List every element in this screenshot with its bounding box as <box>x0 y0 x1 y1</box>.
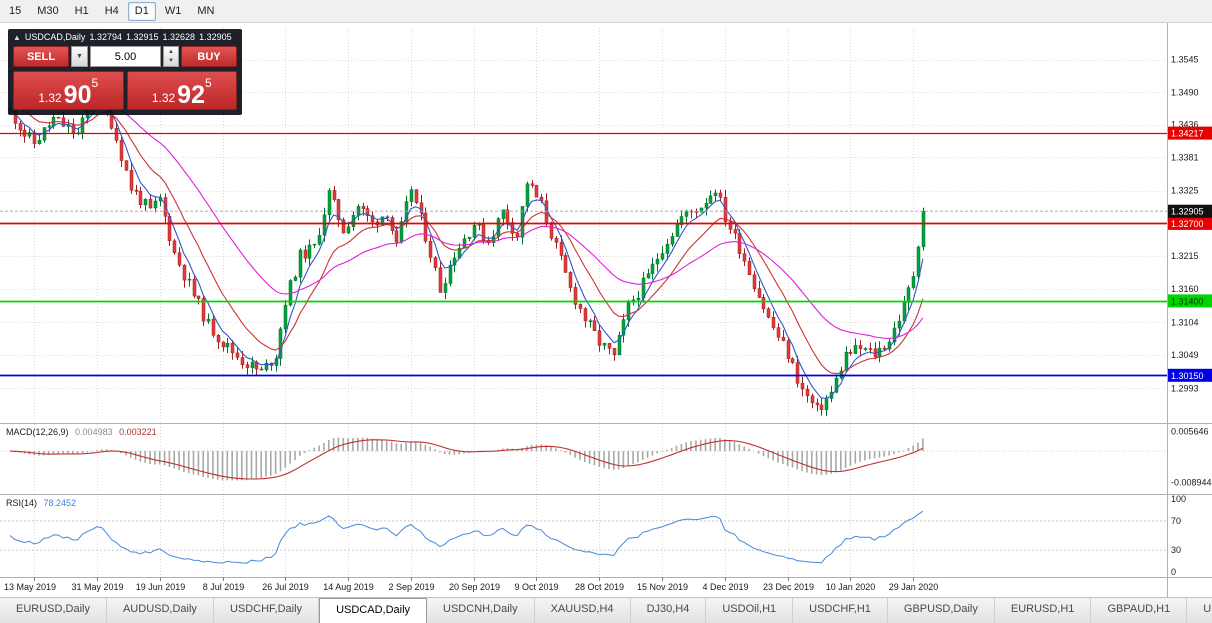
chart-tab-usdchf-daily[interactable]: USDCHF,Daily <box>213 598 320 623</box>
macd-indicator-label: MACD(12,26,9) 0.004983 0.003221 <box>6 427 157 437</box>
svg-text:10 Jan 2020: 10 Jan 2020 <box>826 582 876 592</box>
ohlc-high: 1.32915 <box>125 32 159 42</box>
price-axis: 1.35451.34901.34361.33811.33251.32701.32… <box>1171 55 1212 577</box>
buy-button[interactable]: BUY <box>181 46 237 67</box>
svg-text:4 Dec 2019: 4 Dec 2019 <box>702 582 748 592</box>
svg-text:1.34217: 1.34217 <box>1171 129 1204 139</box>
chart-tab-usdcad-daily[interactable]: USDCAD,Daily <box>319 598 428 623</box>
date-axis: 13 May 2019 31 May 2019 19 Jun 2019 8 Jul 2… <box>4 577 938 592</box>
svg-text:8 Jul 2019: 8 Jul 2019 <box>203 582 245 592</box>
sell-price-display[interactable]: 1.32 90 5 <box>13 71 124 110</box>
svg-text:23 Dec 2019: 23 Dec 2019 <box>763 582 814 592</box>
rsi-value: 78.2452 <box>43 498 77 508</box>
chart-tab-eurusd-daily[interactable]: EURUSD,Daily <box>0 598 107 623</box>
chart-tab-usd[interactable]: USD <box>1187 598 1212 623</box>
rsi-name: RSI(14) <box>6 498 38 508</box>
ohlc-low: 1.32628 <box>162 32 196 42</box>
chart-tab-audusd-daily[interactable]: AUDUSD,Daily <box>106 598 214 623</box>
svg-text:1.3545: 1.3545 <box>1171 55 1199 65</box>
timeframe-button-15[interactable]: 15 <box>9 4 22 17</box>
svg-text:1.3215: 1.3215 <box>1171 251 1199 261</box>
svg-text:1.2993: 1.2993 <box>1171 383 1199 393</box>
chart-tab-usdcnh-daily[interactable]: USDCNH,Daily <box>427 598 535 623</box>
timeframe-toolbar: 15 M30 H1 H4 D1 W1 MN <box>0 0 1212 23</box>
svg-text:1.3160: 1.3160 <box>1171 284 1199 294</box>
one-click-trading-panel: ▲ USDCAD,Daily 1.32794 1.32915 1.32628 1… <box>8 29 242 115</box>
rsi-pane <box>0 510 1167 564</box>
svg-text:0: 0 <box>1171 567 1176 577</box>
trade-prices-row: 1.32 90 5 1.32 92 5 <box>13 71 237 110</box>
chart-tab-usdchf-h1[interactable]: USDCHF,H1 <box>793 598 888 623</box>
chart-symbol-label: USDCAD,Daily <box>24 32 86 42</box>
svg-text:14 Aug 2019: 14 Aug 2019 <box>323 582 374 592</box>
lot-increase-icon[interactable]: ▲ <box>168 48 174 55</box>
chart-tab-dj30-h4[interactable]: DJ30,H4 <box>630 598 707 623</box>
main-price-pane <box>8 70 926 417</box>
svg-text:19 Jun 2019: 19 Jun 2019 <box>136 582 186 592</box>
trade-controls-row: SELL ▼ ▲ ▼ BUY <box>13 46 237 67</box>
macd-main-value: 0.004983 <box>75 427 113 437</box>
svg-text:29 Jan 2020: 29 Jan 2020 <box>889 582 939 592</box>
svg-text:1.3049: 1.3049 <box>1171 350 1199 360</box>
svg-text:1.31400: 1.31400 <box>1171 296 1204 306</box>
svg-text:9 Oct 2019: 9 Oct 2019 <box>514 582 558 592</box>
ohlc-close: 1.32905 <box>199 32 232 42</box>
timeframe-button-h1[interactable]: H1 <box>74 4 89 17</box>
lot-size-input[interactable] <box>90 46 161 67</box>
price-badges: 1.34217 1.32700 1.31400 1.30150 1.32905 <box>1168 126 1212 382</box>
macd-signal-value: 0.003221 <box>119 427 157 437</box>
timeframe-button-h4[interactable]: H4 <box>104 4 119 17</box>
buy-price-pip: 5 <box>204 76 212 90</box>
chart-tab-gbpaud-h1[interactable]: GBPAUD,H1 <box>1091 598 1188 623</box>
timeframe-button-mn[interactable]: MN <box>197 4 215 17</box>
svg-text:70: 70 <box>1171 516 1181 526</box>
macd-name: MACD(12,26,9) <box>6 427 69 437</box>
svg-text:1.32700: 1.32700 <box>1171 219 1204 229</box>
svg-text:1.3325: 1.3325 <box>1171 186 1199 196</box>
svg-text:20 Sep 2019: 20 Sep 2019 <box>449 582 500 592</box>
sell-price-pip: 5 <box>91 76 99 90</box>
ohlc-open: 1.32794 <box>89 32 122 42</box>
svg-text:2 Sep 2019: 2 Sep 2019 <box>388 582 434 592</box>
svg-text:0.005646: 0.005646 <box>1171 426 1209 436</box>
svg-text:1.3490: 1.3490 <box>1171 87 1199 97</box>
buy-price-display[interactable]: 1.32 92 5 <box>126 71 237 110</box>
svg-text:26 Jul 2019: 26 Jul 2019 <box>262 582 309 592</box>
svg-text:1.32905: 1.32905 <box>1171 207 1204 217</box>
timeframe-button-m30[interactable]: M30 <box>37 4 59 17</box>
timeframe-button-d1[interactable]: D1 <box>127 1 156 21</box>
svg-text:100: 100 <box>1171 494 1186 504</box>
sell-price-prefix: 1.32 <box>38 90 62 105</box>
lot-decrease-icon[interactable]: ▼ <box>168 58 174 65</box>
svg-text:31 May 2019: 31 May 2019 <box>71 582 123 592</box>
sell-button[interactable]: SELL <box>13 46 69 67</box>
chart-ohlc-header: ▲ USDCAD,Daily 1.32794 1.32915 1.32628 1… <box>13 32 237 42</box>
lot-stepper[interactable]: ▲ ▼ <box>163 46 179 67</box>
svg-text:28 Oct 2019: 28 Oct 2019 <box>575 582 624 592</box>
rsi-indicator-label: RSI(14) 78.2452 <box>6 498 76 508</box>
svg-text:1.30150: 1.30150 <box>1171 371 1204 381</box>
sell-price-main: 90 <box>63 80 92 109</box>
buy-price-prefix: 1.32 <box>151 90 176 105</box>
svg-text:-0.008944: -0.008944 <box>1171 477 1212 487</box>
collapse-panel-icon[interactable]: ▲ <box>13 32 21 42</box>
svg-text:1.3436: 1.3436 <box>1171 120 1199 130</box>
svg-text:1.3381: 1.3381 <box>1171 152 1199 162</box>
lot-dropdown-icon[interactable]: ▼ <box>71 46 88 67</box>
macd-pane <box>0 437 1167 481</box>
chart-tab-xauusd-h4[interactable]: XAUUSD,H4 <box>534 598 631 623</box>
svg-text:15 Nov 2019: 15 Nov 2019 <box>637 582 688 592</box>
svg-text:13 May 2019: 13 May 2019 <box>4 582 56 592</box>
chart-tabs-bar: EURUSD,Daily AUDUSD,Daily USDCHF,Daily USDC… <box>0 597 1212 623</box>
timeframe-button-w1[interactable]: W1 <box>164 4 182 17</box>
svg-text:30: 30 <box>1171 545 1181 555</box>
chart-tab-eurusd-h1[interactable]: EURUSD,H1 <box>994 598 1092 623</box>
svg-text:1.3104: 1.3104 <box>1171 317 1199 327</box>
buy-price-main: 92 <box>177 80 205 109</box>
chart-tab-gbpusd-daily[interactable]: GBPUSD,Daily <box>887 598 995 623</box>
chart-tab-usdoil-h1[interactable]: USDOil,H1 <box>706 598 794 623</box>
